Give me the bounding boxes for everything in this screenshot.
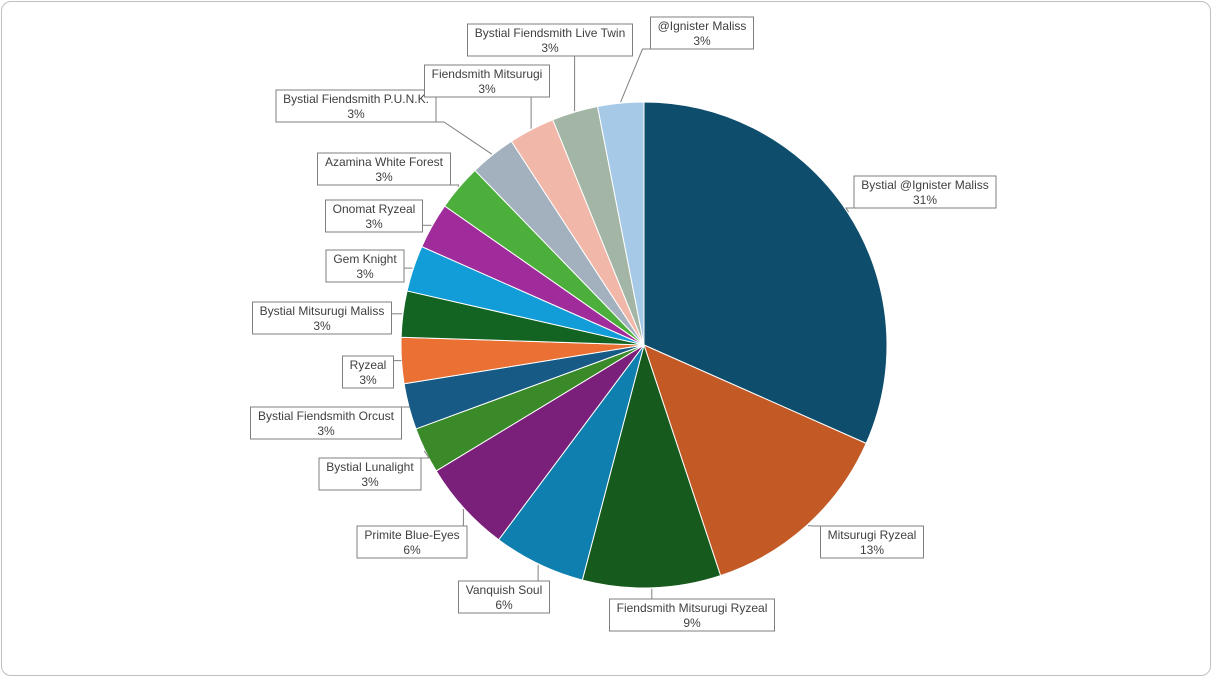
data-label-category: Mitsurugi Ryzeal xyxy=(828,528,917,542)
data-label-category: Bystial Fiendsmith P.U.N.K. xyxy=(283,92,429,106)
pie-slice-bystial-ignister-maliss xyxy=(643,101,888,445)
leader-line-bystial-ignister-maliss xyxy=(845,207,854,213)
leader-line-ignister-maliss xyxy=(620,48,651,103)
data-label-percent: 6% xyxy=(403,543,421,557)
data-label-box xyxy=(609,598,775,632)
data-label-box xyxy=(325,199,423,233)
data-label-percent: 31% xyxy=(913,193,937,207)
pie-slice-fiendsmith-mitsurugi-ryzeal xyxy=(581,343,722,589)
data-label-percent: 9% xyxy=(683,616,701,630)
data-label-category: Ryzeal xyxy=(350,358,387,372)
leader-line-azamina-white-forest xyxy=(450,184,460,187)
pie-slices xyxy=(400,101,888,589)
data-label-box xyxy=(317,152,451,186)
data-label-category: Fiendsmith Mitsurugi xyxy=(432,67,543,81)
data-label-category: Bystial Lunalight xyxy=(326,460,414,474)
data-label-percent: 3% xyxy=(359,373,377,387)
data-label-percent: 3% xyxy=(361,475,379,489)
data-label-box xyxy=(820,525,924,559)
data-label-box xyxy=(853,175,997,209)
data-label-category: Bystial Fiendsmith Live Twin xyxy=(475,26,626,40)
pie-slice-ignister-maliss xyxy=(596,101,645,346)
data-label-box xyxy=(318,457,422,491)
data-label-percent: 13% xyxy=(860,543,884,557)
data-label-percent: 3% xyxy=(347,107,365,121)
data-label-box xyxy=(325,249,405,283)
data-label-box xyxy=(424,64,550,98)
data-label-percent: 3% xyxy=(541,41,559,55)
data-label-category: @Ignister Maliss xyxy=(658,19,747,33)
data-label-category: Gem Knight xyxy=(333,252,397,266)
data-label-box xyxy=(356,525,468,559)
data-label-category: Onomat Ryzeal xyxy=(333,202,416,216)
data-label-box xyxy=(250,406,402,440)
data-label-category: Fiendsmith Mitsurugi Ryzeal xyxy=(617,601,768,615)
data-label-percent: 3% xyxy=(365,217,383,231)
data-label-category: Bystial Fiendsmith Orcust xyxy=(258,409,395,423)
data-label-box xyxy=(458,580,550,614)
data-label-box xyxy=(650,16,754,50)
data-label-percent: 3% xyxy=(317,424,335,438)
data-label-box xyxy=(342,355,394,389)
data-label-percent: 3% xyxy=(478,82,496,96)
data-label-percent: 3% xyxy=(356,267,374,281)
data-label-percent: 6% xyxy=(495,598,513,612)
data-label-box xyxy=(252,301,392,335)
data-label-category: Bystial @Ignister Maliss xyxy=(861,178,989,192)
data-label-category: Bystial Mitsurugi Maliss xyxy=(260,304,385,318)
data-label-category: Azamina White Forest xyxy=(325,155,444,169)
data-label-category: Vanquish Soul xyxy=(466,583,543,597)
data-label-category: Primite Blue-Eyes xyxy=(364,528,459,542)
data-label-box xyxy=(467,23,633,57)
data-label-percent: 3% xyxy=(693,34,711,48)
data-label-box xyxy=(275,89,437,123)
data-label-bystial-fiendsmith-p-u-n-k: Bystial Fiendsmith P.U.N.K.3% xyxy=(275,89,437,123)
leader-lines xyxy=(391,48,854,599)
leader-line-bystial-lunalight xyxy=(421,450,430,459)
data-label-percent: 3% xyxy=(375,170,393,184)
leader-line-bystial-fiendsmith-p-u-n-k xyxy=(436,121,493,155)
data-label-percent: 3% xyxy=(313,319,331,333)
pie-slice-mitsurugi-ryzeal xyxy=(643,344,867,577)
